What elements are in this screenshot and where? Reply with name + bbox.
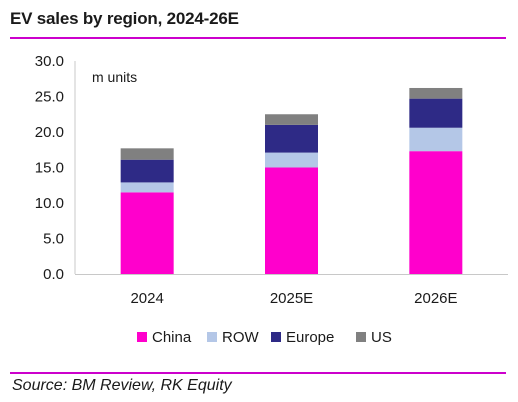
y-tick-label: 10.0	[35, 195, 64, 212]
stacked-bar-chart: 0.0 5.0 10.0 15.0 20.0 25.0 30.0 2024 2025E 2026…	[35, 53, 508, 346]
source-note: Source: BM Review, RK Equity	[12, 377, 232, 394]
x-axis: 2024 2025E 2026E	[75, 274, 508, 307]
legend-label-china: China	[152, 329, 192, 346]
y-tick-label: 30.0	[35, 53, 64, 70]
legend-swatch-europe	[271, 332, 281, 342]
legend-label-row: ROW	[222, 329, 260, 346]
bar-segment-us-2026e	[409, 87, 463, 99]
bar-segment-europe-2025e	[265, 124, 318, 153]
bar-segment-europe-2024	[120, 159, 174, 183]
title-divider	[10, 37, 506, 39]
legend-swatch-us	[356, 332, 366, 342]
legend: China ROW Europe US	[137, 329, 392, 346]
unit-annotation: m units	[92, 69, 137, 85]
x-tick-label: 2024	[130, 290, 163, 307]
legend-label-us: US	[371, 329, 392, 346]
y-tick-label: 25.0	[35, 89, 64, 106]
bars	[120, 87, 463, 274]
legend-swatch-row	[207, 332, 217, 342]
x-tick-label: 2026E	[414, 290, 457, 307]
y-tick-label: 20.0	[35, 124, 64, 141]
source-divider	[10, 372, 506, 374]
bar-segment-china-2024	[120, 192, 174, 274]
y-tick-label: 15.0	[35, 160, 64, 177]
bar-segment-china-2026e	[409, 151, 463, 274]
y-axis: 0.0 5.0 10.0 15.0 20.0 25.0 30.0	[35, 53, 76, 283]
legend-label-europe: Europe	[286, 329, 334, 346]
bar-segment-europe-2026e	[409, 98, 463, 128]
bar-segment-row-2026e	[409, 127, 463, 152]
y-tick-label: 5.0	[43, 231, 64, 248]
bar-segment-row-2025e	[265, 152, 318, 168]
bar-segment-us-2024	[120, 148, 174, 160]
bar-segment-row-2024	[120, 182, 174, 193]
bar-segment-china-2025e	[265, 167, 318, 274]
legend-swatch-china	[137, 332, 147, 342]
chart-title: EV sales by region, 2024-26E	[10, 9, 239, 28]
x-tick-label: 2025E	[270, 290, 313, 307]
bar-segment-us-2025e	[265, 114, 318, 125]
y-tick-label: 0.0	[43, 266, 64, 283]
